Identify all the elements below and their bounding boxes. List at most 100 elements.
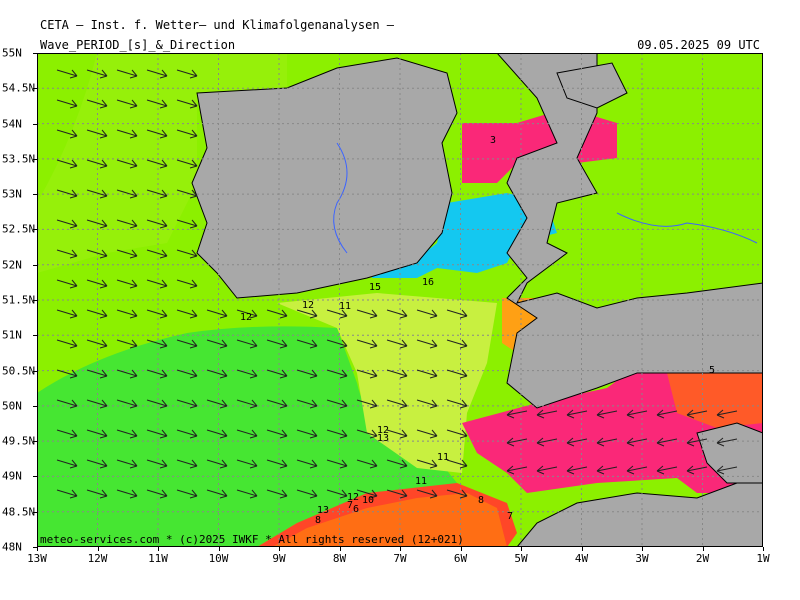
y-tick <box>33 547 37 548</box>
y-tick <box>33 405 37 407</box>
direction-arrow <box>236 459 258 469</box>
direction-arrow <box>176 369 198 379</box>
direction-arrow <box>86 219 108 229</box>
direction-arrow <box>446 339 468 349</box>
direction-arrow <box>236 399 258 409</box>
subtitle-bar: Wave_PERIOD_[s]_&_Direction 09.05.2025 0… <box>37 38 763 52</box>
direction-arrow <box>326 459 348 469</box>
period-contour-label: 16 <box>422 277 434 288</box>
period-contour-label: 12 <box>240 312 252 323</box>
y-tick-label: 55N <box>2 46 22 60</box>
y-tick-label: 52.5N <box>2 222 36 236</box>
y-tick-label: 49.5N <box>2 434 36 448</box>
direction-arrow <box>296 429 318 439</box>
x-tick-label: 5W <box>514 552 528 565</box>
direction-arrow <box>326 399 348 409</box>
direction-arrow <box>386 459 408 469</box>
direction-arrow <box>506 465 528 475</box>
direction-arrow <box>356 309 378 319</box>
direction-arrow <box>176 99 198 109</box>
period-contour-label: 15 <box>369 282 381 293</box>
direction-arrow <box>146 339 168 349</box>
direction-arrow <box>146 429 168 439</box>
sea-orange-south <box>272 493 507 547</box>
direction-arrow <box>56 219 78 229</box>
direction-arrow <box>266 369 288 379</box>
direction-arrow <box>206 429 228 439</box>
period-contour-label: 12 <box>377 425 389 436</box>
direction-arrow <box>656 465 678 475</box>
period-contour-label: 10 <box>362 495 374 506</box>
direction-arrow <box>386 339 408 349</box>
direction-arrow <box>716 465 738 475</box>
y-tick <box>33 300 37 301</box>
direction-arrow <box>236 309 258 319</box>
direction-arrow <box>56 399 78 409</box>
map-frame <box>37 53 763 547</box>
direction-arrow <box>296 369 318 379</box>
y-tick <box>33 158 37 160</box>
river <box>616 212 758 244</box>
direction-arrow <box>176 249 198 259</box>
parameter-title: Wave_PERIOD_[s]_&_Direction <box>40 38 236 52</box>
y-tick-label: 49N <box>2 469 22 483</box>
y-tick <box>33 123 37 125</box>
isle-of-man-land <box>556 62 628 109</box>
y-tick-label: 50N <box>2 399 22 413</box>
direction-arrow <box>356 459 378 469</box>
direction-arrow <box>536 465 558 475</box>
direction-arrow <box>176 459 198 469</box>
direction-arrow <box>176 339 198 349</box>
period-contour-label: 12 <box>302 300 314 311</box>
direction-arrow <box>236 429 258 439</box>
direction-arrow <box>176 429 198 439</box>
direction-arrow <box>86 369 108 379</box>
direction-arrow <box>116 459 138 469</box>
period-contour-label: 11 <box>437 452 449 463</box>
direction-arrow <box>506 409 528 419</box>
x-tick <box>642 547 643 551</box>
direction-arrow <box>146 249 168 259</box>
direction-arrow <box>146 459 168 469</box>
direction-arrow <box>146 99 168 109</box>
direction-arrow <box>86 489 108 499</box>
direction-arrow <box>596 409 618 419</box>
valid-time: 09.05.2025 09 UTC <box>637 38 760 52</box>
y-tick <box>33 370 37 372</box>
x-tick <box>460 547 462 551</box>
x-tick <box>702 547 704 551</box>
x-tick <box>218 547 220 551</box>
y-tick <box>33 511 37 513</box>
x-tick <box>339 547 341 551</box>
direction-arrow <box>176 189 198 199</box>
direction-arrow <box>206 369 228 379</box>
direction-arrow <box>206 489 228 499</box>
direction-arrow <box>506 437 528 447</box>
direction-arrow <box>176 159 198 169</box>
direction-arrow <box>236 369 258 379</box>
y-tick-label: 51.5N <box>2 293 36 307</box>
direction-arrow <box>116 249 138 259</box>
y-tick <box>33 88 37 90</box>
ireland-land <box>191 57 458 299</box>
direction-arrow <box>266 429 288 439</box>
direction-arrow <box>146 399 168 409</box>
y-tick <box>33 335 37 337</box>
direction-arrow <box>116 309 138 319</box>
direction-arrow <box>236 339 258 349</box>
direction-arrow <box>146 369 168 379</box>
y-tick-label: 53N <box>2 187 22 201</box>
lat-lon-grid <box>37 53 763 547</box>
direction-arrow <box>296 399 318 409</box>
period-contour-label: 13 <box>317 505 329 516</box>
direction-arrow <box>266 459 288 469</box>
direction-arrow <box>146 159 168 169</box>
direction-arrow <box>86 159 108 169</box>
direction-arrow <box>86 99 108 109</box>
direction-arrow <box>266 339 288 349</box>
direction-arrow <box>326 309 348 319</box>
direction-arrow <box>86 429 108 439</box>
direction-arrow <box>236 489 258 499</box>
x-tick-label: 8W <box>332 552 347 565</box>
